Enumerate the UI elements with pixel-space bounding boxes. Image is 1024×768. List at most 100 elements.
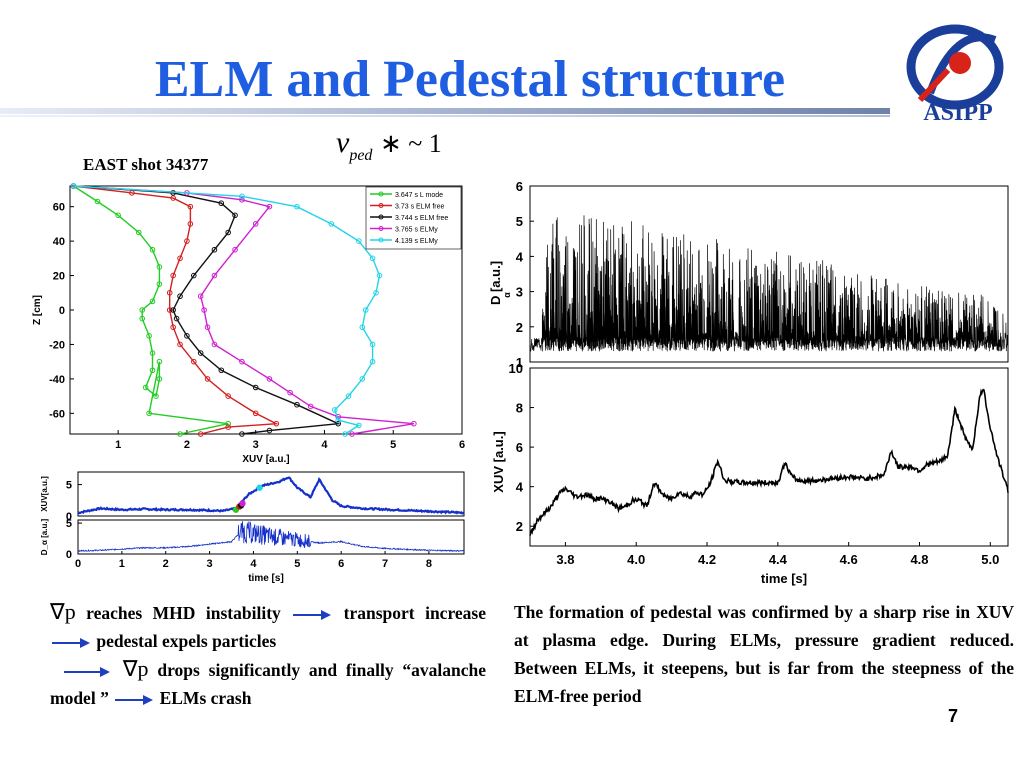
dalpha-zoom-line <box>529 215 1009 352</box>
profile-point <box>156 281 163 287</box>
profile-point <box>184 238 190 244</box>
profile-point <box>170 307 176 313</box>
profile-point <box>266 427 273 434</box>
profile-point <box>149 367 156 374</box>
profile-point <box>204 324 211 331</box>
profile-point <box>187 203 194 210</box>
profile-point <box>197 431 204 437</box>
profile-point <box>356 422 362 429</box>
profile-point <box>197 293 204 300</box>
profile-point <box>149 350 156 356</box>
title-underline-thin <box>0 115 890 117</box>
x-tick-label: 5.0 <box>981 552 999 567</box>
profile-point <box>184 333 190 339</box>
profile-point <box>135 229 142 236</box>
y-tick-label: 6 <box>516 440 523 455</box>
legend-marker <box>378 191 384 197</box>
formula-nu: ν <box>336 126 350 159</box>
profile-point <box>411 420 417 427</box>
x-tick-label: 2 <box>163 558 169 570</box>
arrow-icon <box>115 694 154 705</box>
left-text-4: drops significantly and finally “avalanc… <box>50 660 487 708</box>
asipp-logo-icon <box>906 24 1004 110</box>
x-tick-label: 0 <box>75 558 81 570</box>
profile-point <box>239 431 245 437</box>
arrow-icon <box>293 609 332 620</box>
x-tick-label: 4 <box>250 558 257 570</box>
y-tick-label: -60 <box>49 408 65 420</box>
x-tick-label: 6 <box>338 558 344 570</box>
arrow-icon <box>52 637 90 648</box>
profile-point <box>197 350 204 356</box>
y-tick-label: 8 <box>516 401 523 416</box>
profile-point <box>232 246 238 253</box>
xuv-series-line <box>77 476 465 515</box>
x-tick-label: 3 <box>207 558 213 570</box>
time-marker <box>239 500 246 507</box>
profile-point <box>211 341 218 348</box>
y-tick-label: 0 <box>66 549 72 561</box>
profile-point <box>170 324 176 331</box>
profile-point <box>211 246 218 253</box>
profile-point <box>166 307 173 313</box>
profile-point <box>170 195 176 201</box>
title-underline <box>0 108 890 114</box>
profile-point <box>294 203 300 210</box>
y-tick-label: 40 <box>53 236 65 248</box>
y-tick-label: 10 <box>509 361 523 376</box>
nabla-p-symbol: ∇p <box>122 656 149 681</box>
legend-label: 3.647 s L mode <box>395 192 443 199</box>
x-tick-label: 2 <box>184 439 190 451</box>
profile-point <box>239 358 245 365</box>
profile-point <box>356 238 362 244</box>
profile-point <box>362 307 369 313</box>
profile-point <box>225 229 231 236</box>
profile-point <box>218 200 225 207</box>
profile-point <box>190 272 197 279</box>
profile-point <box>156 376 163 382</box>
profile-point <box>335 420 342 427</box>
y-tick-label: 1 <box>516 355 523 370</box>
profile-line-1 <box>73 185 229 435</box>
profile-point <box>94 198 101 205</box>
profile-point <box>294 401 300 408</box>
profile-point <box>252 410 259 417</box>
xuv-zoom-line <box>529 388 1009 536</box>
profile-point <box>190 358 197 365</box>
y-tick-label: 60 <box>53 202 65 214</box>
profile-point <box>156 264 163 270</box>
profile-point <box>149 246 156 253</box>
y-tick-label: 5 <box>516 214 523 229</box>
profile-point <box>156 358 163 365</box>
profile-point <box>139 307 146 313</box>
profile-point <box>266 376 273 382</box>
arrow-icon <box>64 666 110 677</box>
legend-marker <box>378 214 384 220</box>
dalpha-series-line <box>77 521 465 553</box>
profile-point <box>359 324 366 331</box>
legend-label: 3.765 s ELMy <box>395 227 438 234</box>
profile-line-5 <box>73 185 381 435</box>
x-tick-label: 4.2 <box>698 552 716 567</box>
y-tick-label: 20 <box>53 271 65 283</box>
profile-point <box>331 407 338 413</box>
profile-point <box>225 420 231 427</box>
x-tick-label: 6 <box>459 439 465 451</box>
x-tick-label: 7 <box>382 558 388 570</box>
y-tick-label: 2 <box>516 519 523 534</box>
y-tick-label: -40 <box>49 374 65 386</box>
y-tick-label: 4 <box>516 480 524 495</box>
profile-point <box>369 341 376 348</box>
legend-label: 4.139 s ELMy <box>395 238 438 245</box>
profile-point <box>373 289 379 296</box>
profile-point <box>218 367 225 374</box>
left-text-3: pedestal expels particles <box>96 631 277 651</box>
profile-point <box>115 212 121 219</box>
x-tick-label: 4.6 <box>840 552 858 567</box>
left-text-5: ELMs crash <box>159 688 252 708</box>
profile-point <box>146 333 152 339</box>
profile-point <box>177 431 183 437</box>
y-tick-label: 6 <box>516 179 523 194</box>
x-tick-label: 5 <box>390 439 396 451</box>
plot-frame <box>77 471 465 517</box>
